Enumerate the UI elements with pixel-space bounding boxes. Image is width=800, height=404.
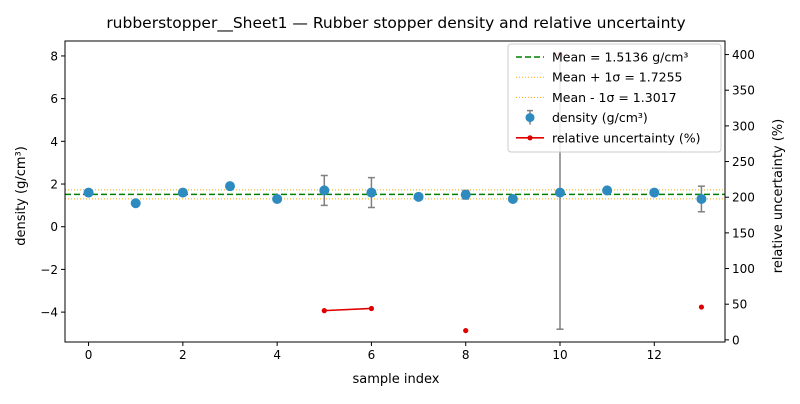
y2-tick-label: 50 xyxy=(732,298,747,312)
legend-label: relative uncertainty (%) xyxy=(552,130,701,145)
y2-tick-label: 200 xyxy=(732,191,755,205)
plot-area-frame xyxy=(64,40,726,343)
density-point-0 xyxy=(83,187,94,198)
legend-label: Mean = 1.5136 g/cm³ xyxy=(552,50,688,65)
legend-swatch xyxy=(516,135,544,141)
reference-lines xyxy=(65,189,725,200)
uncertainty-point-8 xyxy=(463,327,469,334)
x-axis-ticks: 0 2 4 6 8 10 12 xyxy=(85,342,662,362)
legend-entry-3: density (g/cm³) xyxy=(525,109,648,125)
density-point-13 xyxy=(696,193,707,204)
density-point-8 xyxy=(460,189,471,200)
x-tick-label: 4 xyxy=(273,348,281,362)
y2-axis-label: relative uncertainty (%) xyxy=(771,119,786,273)
legend-box xyxy=(507,43,722,153)
legend-entry-4: relative uncertainty (%) xyxy=(516,130,701,145)
y-tick-label: −2 xyxy=(40,263,58,277)
density-points xyxy=(83,181,707,209)
uncertainty-line-segment xyxy=(324,307,372,312)
y2-axis-ticks: 0 50 100 150 200 250 300 350 400 xyxy=(725,48,755,347)
y2-tick-label: 400 xyxy=(732,48,755,62)
x-tick-label: 12 xyxy=(647,348,662,362)
density-point-1 xyxy=(130,198,141,209)
legend-swatch xyxy=(525,109,535,125)
x-axis-label: sample index xyxy=(353,372,440,387)
y-axis-ticks: −4 −2 0 2 4 6 8 xyxy=(40,49,65,320)
x-tick-label: 10 xyxy=(552,348,567,362)
density-point-5 xyxy=(319,185,330,196)
uncertainty-point-6 xyxy=(368,305,375,312)
y2-tick-label: 300 xyxy=(732,119,755,133)
x-tick-label: 8 xyxy=(462,348,470,362)
x-tick-label: 2 xyxy=(179,348,187,362)
density-point-3 xyxy=(225,181,235,192)
density-point-4 xyxy=(272,193,283,204)
y2-tick-label: 250 xyxy=(732,155,755,169)
legend-entry-1: Mean + 1σ = 1.7255 xyxy=(516,70,683,85)
y-tick-label: −4 xyxy=(40,306,58,320)
y2-tick-label: 350 xyxy=(732,84,755,98)
y-tick-label: 6 xyxy=(50,92,58,106)
y-tick-label: 2 xyxy=(50,178,58,192)
x-tick-label: 0 xyxy=(85,348,93,362)
legend-label: Mean + 1σ = 1.7255 xyxy=(552,70,683,85)
y2-tick-label: 0 xyxy=(732,333,740,347)
legend-label: density (g/cm³) xyxy=(552,110,648,125)
density-point-2 xyxy=(177,187,188,198)
y-axis-label: density (g/cm³) xyxy=(14,146,29,246)
density-point-9 xyxy=(507,193,518,204)
density-point-10 xyxy=(555,187,565,198)
density-point-12 xyxy=(649,187,660,198)
y-tick-label: 0 xyxy=(50,220,58,234)
legend-entry-2: Mean - 1σ = 1.3017 xyxy=(516,90,677,105)
legend-label: Mean - 1σ = 1.3017 xyxy=(552,90,677,105)
x-tick-label: 6 xyxy=(368,348,376,362)
density-point-11 xyxy=(602,185,613,196)
y-tick-label: 8 xyxy=(50,49,58,63)
y-tick-label: 4 xyxy=(50,135,58,149)
density-point-6 xyxy=(366,187,377,198)
uncertainty-point-5 xyxy=(321,308,327,314)
uncertainty-point-13 xyxy=(698,304,705,310)
legend-entry-0: Mean = 1.5136 g/cm³ xyxy=(516,50,688,65)
y2-tick-label: 150 xyxy=(732,226,755,240)
density-point-7 xyxy=(413,191,424,202)
chart-title: rubberstopper__Sheet1 — Rubber stopper d… xyxy=(106,14,685,33)
y2-tick-label: 100 xyxy=(732,262,755,276)
legend: Mean = 1.5136 g/cm³ Mean + 1σ = 1.7255 Mea… xyxy=(507,43,722,153)
